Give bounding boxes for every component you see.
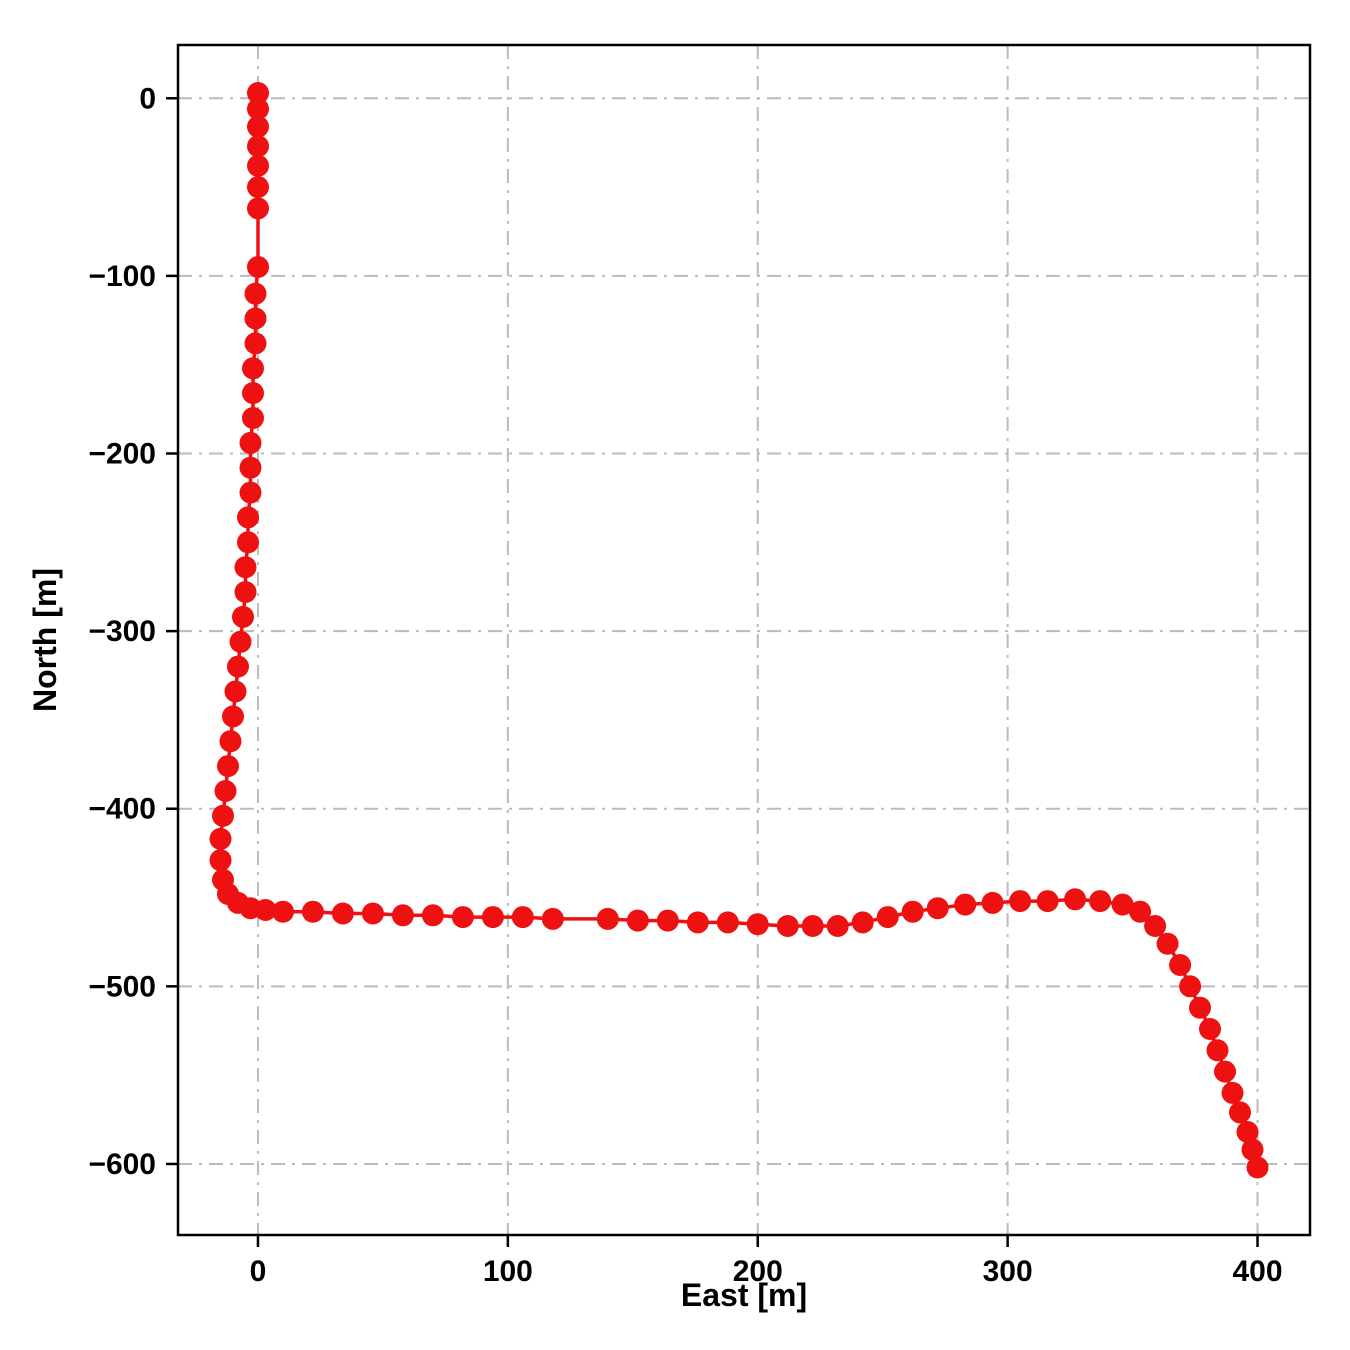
y-tick-label: −100 [88,260,156,293]
data-point-marker [1246,1156,1269,1179]
data-point-marker [214,780,237,802]
data-point-marker [421,904,444,927]
data-point-marker [481,906,504,929]
data-point-marker [247,82,269,104]
data-point-marker [209,827,232,850]
data-point-marker [1221,1081,1244,1104]
data-point-marker [1089,890,1112,913]
data-point-marker [301,900,324,923]
data-point-marker [1036,890,1059,913]
data-point-marker [244,282,267,305]
data-point-marker [656,909,679,932]
data-point-marker [247,97,269,120]
x-tick-label: 0 [250,1255,267,1288]
data-point-marker [746,913,769,936]
data-point-marker [272,900,294,923]
data-point-marker [1156,932,1179,955]
data-point-marker [239,456,262,479]
data-point-marker [451,906,474,929]
data-point-marker [361,902,384,925]
data-point-marker [209,849,232,872]
trajectory-series [209,82,1269,1179]
data-point-marker [1064,888,1087,911]
data-point-marker [217,755,239,778]
x-tick-label: 300 [983,1255,1033,1288]
data-point-marker [626,909,649,932]
data-point-marker [247,256,269,278]
data-point-marker [391,904,414,927]
x-tick-label: 200 [733,1255,783,1288]
data-point-marker [801,915,824,937]
data-point-marker [229,630,252,653]
data-point-marker [247,197,269,220]
data-point-marker [851,911,874,934]
data-point-marker [237,506,259,529]
data-point-marker [244,307,267,330]
data-point-marker [541,907,564,930]
data-point-marker [242,407,264,429]
x-tick-label: 400 [1232,1255,1282,1288]
data-point-marker [1229,1101,1251,1124]
data-point-marker [244,332,267,355]
data-point-marker [776,915,799,937]
data-point-marker [227,655,249,678]
data-point-marker [1199,1018,1221,1040]
axes-frame [176,43,1312,1237]
data-point-marker [247,176,269,199]
data-point-marker [1169,954,1192,976]
data-point-marker [212,804,234,827]
data-point-marker [511,906,534,929]
y-tick-label: −600 [88,1148,156,1181]
data-point-marker [1206,1039,1229,1062]
data-point-marker [954,893,977,916]
data-point-marker [981,891,1004,914]
data-point-marker [242,357,264,380]
data-point-marker [254,899,277,921]
data-point-marker [247,135,269,158]
y-tick-label: −200 [88,438,156,471]
data-point-marker [232,605,254,628]
data-point-marker [242,382,264,405]
data-point-marker [1179,975,1202,998]
y-tick-label: −500 [88,970,156,1003]
data-point-marker [222,705,244,728]
y-axis-label: North [m] [27,568,63,712]
data-point-marker [237,531,259,554]
data-point-marker [901,900,924,923]
x-axis-label: East [m] [681,1277,807,1313]
plot-border [176,43,1312,1237]
data-point-marker [1241,1138,1264,1161]
data-point-marker [1236,1121,1259,1143]
data-point-marker [596,907,619,930]
data-point-marker [247,154,269,177]
data-point-marker [234,581,257,603]
data-point-marker [239,481,262,504]
data-point-marker [1144,915,1167,937]
y-tick-label: 0 [139,82,156,115]
data-point-marker [234,556,257,579]
gridlines [178,45,1310,1235]
data-point-marker [716,911,739,934]
tick-marks [166,97,1259,1247]
tick-labels: 0 100 200 300 400 0 −100 −200 −300 −400 −500 −600 [88,82,1282,1288]
data-point-marker [331,902,354,925]
data-point-marker [926,897,949,920]
data-point-marker [826,915,849,937]
data-point-marker [247,115,269,138]
data-point-marker [1009,890,1032,913]
data-point-marker [1111,893,1134,916]
data-point-marker [876,906,899,929]
data-point-marker [224,680,247,703]
y-tick-label: −300 [88,615,156,648]
data-point-marker [1189,996,1211,1019]
data-point-marker [1129,900,1152,923]
x-tick-label: 100 [483,1255,533,1288]
data-point-marker [686,911,709,934]
data-point-marker [239,431,262,454]
data-point-marker [219,730,242,753]
y-tick-label: −400 [88,793,156,826]
data-point-marker [1214,1060,1236,1083]
